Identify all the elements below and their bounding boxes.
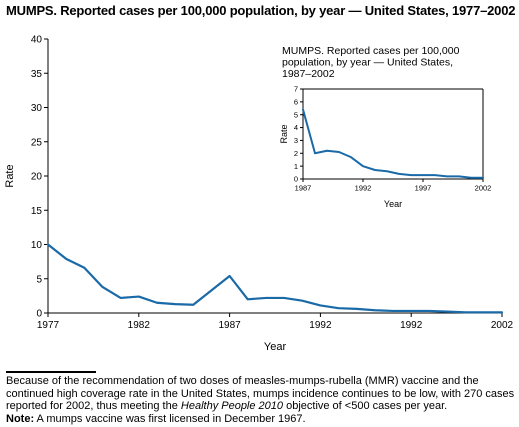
main-data-point — [83, 267, 85, 269]
main-data-point — [265, 297, 267, 299]
inset-data-point — [434, 174, 436, 176]
inset-data-point — [446, 175, 448, 178]
inset-y-tick-label: 6 — [294, 97, 298, 106]
main-data-point — [210, 289, 213, 291]
main-data-point — [283, 297, 285, 299]
main-x-tick-label: 1982 — [128, 320, 151, 331]
footnote-note-label: Note: — [6, 412, 35, 425]
main-data-point — [301, 300, 303, 302]
inset-y-tick-label: 7 — [294, 85, 298, 94]
main-x-axis-label: Year — [264, 341, 287, 353]
footnote-text-before: Because of the recommendation of two dos… — [6, 375, 515, 412]
inset-plot-area — [303, 89, 483, 179]
main-y-tick-label: 30 — [31, 103, 43, 114]
main-data-point — [446, 311, 449, 313]
inset-data-point — [458, 175, 460, 178]
inset-title-line: MUMPS. Reported cases per 100,000 — [282, 45, 460, 57]
main-y-tick-label: 40 — [31, 35, 43, 46]
inset-data-point — [362, 165, 364, 167]
inset-data-point — [410, 174, 412, 176]
main-data-point — [156, 302, 158, 304]
inset-y-tick-label: 4 — [294, 123, 298, 132]
main-data-point — [428, 310, 430, 312]
chart-title: MUMPS. Reported cases per 100,000 popula… — [6, 3, 516, 18]
main-x-tick-label: 1987 — [218, 320, 241, 331]
main-data-point — [337, 307, 340, 309]
main-data-point — [465, 311, 467, 313]
main-y-tick-label: 20 — [31, 172, 43, 183]
main-y-tick-label: 10 — [31, 240, 43, 251]
inset-y-tick-label: 2 — [294, 149, 298, 158]
main-y-tick-label: 25 — [31, 137, 43, 148]
main-data-point — [319, 304, 321, 307]
inset-x-tick-label: 1992 — [355, 184, 372, 193]
inset-data-point — [422, 174, 424, 176]
inset-data-point — [374, 169, 376, 171]
inset-y-tick-label: 3 — [294, 136, 298, 145]
main-data-point — [101, 286, 104, 288]
inset-series-line — [302, 108, 484, 179]
footnote: Because of the recommendation of two dos… — [6, 375, 516, 425]
main-y-tick-label: 15 — [31, 206, 43, 217]
inset-y-tick-label: 5 — [294, 110, 298, 119]
inset-x-tick-label: 1987 — [295, 184, 312, 193]
main-x-tick-label: 1992 — [400, 320, 423, 331]
inset-data-point — [350, 156, 352, 158]
main-data-point — [374, 309, 376, 311]
inset-data-point — [302, 108, 304, 111]
main-x-tick-label: 1992 — [309, 320, 332, 331]
main-y-tick-label: 35 — [31, 69, 43, 80]
inset-data-point — [482, 177, 484, 179]
inset-data-point — [470, 177, 472, 179]
main-data-point — [356, 308, 358, 310]
main-x-tick-label: 1977 — [37, 320, 60, 331]
main-series-line — [46, 243, 504, 314]
inset-x-tick-label: 2002 — [475, 184, 492, 193]
main-data-point — [65, 258, 67, 260]
inset-data-point — [386, 170, 388, 172]
main-data-point — [501, 311, 503, 313]
main-y-tick-label: 0 — [36, 309, 42, 320]
main-y-tick-label: 5 — [36, 274, 42, 285]
inset-data-point — [338, 151, 340, 153]
main-data-point — [229, 275, 231, 277]
inset-title-line: 1987–2002 — [282, 68, 335, 80]
main-data-point — [192, 304, 194, 306]
inset-y-tick-label: 1 — [294, 162, 298, 171]
inset-y-tick-label: 0 — [294, 175, 298, 184]
main-y-axis-label: Rate — [4, 164, 16, 187]
main-x-tick-label: 2002 — [491, 320, 514, 331]
main-data-point — [174, 303, 176, 305]
inset-y-axis-label: Rate — [279, 124, 289, 143]
footnote-divider — [6, 371, 96, 373]
main-data-point — [483, 311, 485, 313]
main-data-point — [120, 297, 122, 299]
inset-plot: MUMPS. Reported cases per 100,000populat… — [279, 45, 491, 209]
main-data-point — [247, 298, 249, 300]
inset-x-tick-label: 1997 — [415, 184, 432, 193]
inset-x-axis-label: Year — [384, 199, 402, 209]
footnote-italic: Healthy People 2010 — [180, 400, 284, 412]
inset-title-line: population, by year — United States, — [282, 57, 453, 69]
footnote-text-after: objective of <500 cases per year. — [283, 400, 448, 412]
inset-data-point — [326, 150, 328, 152]
inset-data-point — [314, 152, 316, 154]
footnote-note-text: A mumps vaccine was first licensed in De… — [34, 412, 306, 425]
main-data-point — [47, 243, 49, 246]
main-data-point — [138, 295, 140, 298]
main-data-point — [410, 310, 412, 312]
main-data-point — [392, 310, 394, 312]
inset-data-point — [398, 173, 400, 175]
